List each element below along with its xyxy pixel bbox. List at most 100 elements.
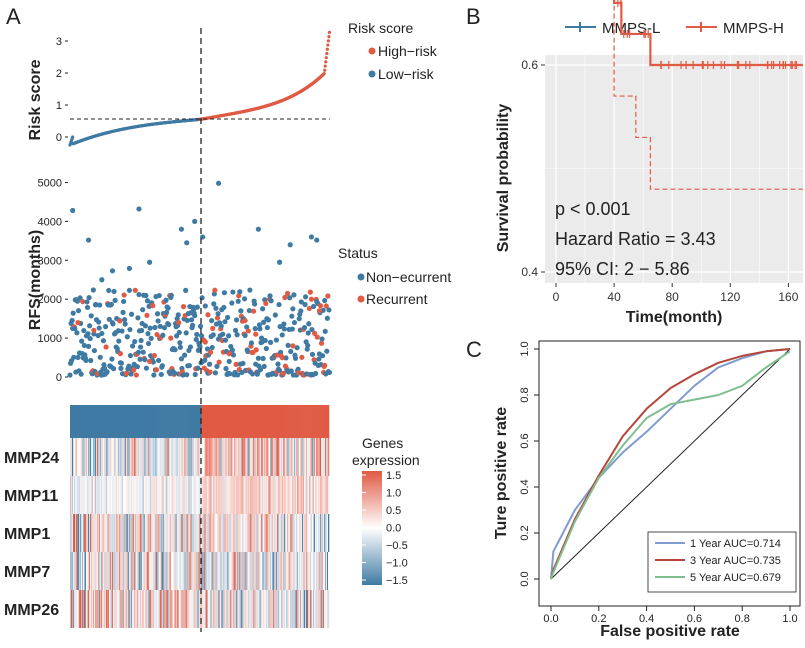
rfs-point-non-recurrent bbox=[241, 296, 248, 302]
heatmap-cell bbox=[254, 552, 256, 590]
heatmap-cell bbox=[236, 514, 238, 552]
heatmap-risk-band-cell bbox=[258, 405, 260, 438]
heatmap-cell bbox=[286, 514, 288, 552]
heatmap-cell bbox=[277, 438, 279, 476]
heatmap-cell bbox=[157, 590, 159, 628]
heatmap-cell bbox=[191, 476, 193, 514]
heatmap-cell bbox=[185, 552, 187, 590]
heatmap-cell bbox=[177, 590, 179, 628]
heatmap-cell bbox=[140, 590, 143, 628]
heatmap-cell bbox=[133, 552, 136, 590]
heatmap-cell bbox=[152, 438, 154, 476]
heatmap-cell bbox=[116, 590, 119, 628]
heatmap-cell bbox=[86, 476, 89, 514]
rfs-point-recurrent bbox=[306, 305, 312, 312]
rfs-point-recurrent bbox=[322, 362, 328, 368]
heatmap-cell bbox=[326, 590, 328, 628]
heatmap-risk-band-cell bbox=[285, 405, 287, 438]
heatmap-cell bbox=[297, 514, 299, 552]
heatmap-cell bbox=[327, 438, 329, 476]
heatmap-cell bbox=[241, 438, 243, 476]
heatmap-cell bbox=[192, 438, 194, 476]
rfs-point-non-recurrent bbox=[178, 356, 185, 362]
rfs-point-recurrent bbox=[150, 303, 156, 309]
heatmap-cell bbox=[81, 552, 84, 590]
heatmap-cell bbox=[180, 514, 182, 552]
heatmap-cell bbox=[116, 552, 119, 590]
heatmap-cell bbox=[257, 590, 259, 628]
heatmap-cell bbox=[268, 514, 270, 552]
heatmap-cell bbox=[306, 514, 308, 552]
heatmap-cell bbox=[86, 514, 89, 552]
heatmap-cell bbox=[229, 476, 231, 514]
heatmap-cell bbox=[252, 552, 254, 590]
heatmap-cell bbox=[90, 438, 93, 476]
heatmap-risk-band-cell bbox=[257, 405, 259, 438]
heatmap-cell bbox=[171, 590, 173, 628]
heatmap-cell bbox=[300, 438, 302, 476]
heatmap-cell bbox=[172, 590, 174, 628]
heatmap-risk-band-cell bbox=[220, 405, 222, 438]
heatmap-cell bbox=[276, 476, 278, 514]
heatmap-cell bbox=[316, 438, 318, 476]
heatmap-cell bbox=[118, 590, 121, 628]
heatmap-cell bbox=[261, 438, 263, 476]
heatmap-cell bbox=[265, 514, 267, 552]
heatmap-cell bbox=[154, 552, 156, 590]
rfs-point-non-recurrent bbox=[272, 312, 278, 318]
heatmap-cell bbox=[154, 438, 156, 476]
heatmap-cell bbox=[218, 514, 220, 552]
rfs-point-non-recurrent bbox=[109, 268, 116, 274]
heatmap-cell bbox=[119, 438, 122, 476]
heatmap-cell bbox=[78, 552, 81, 590]
rfs-point-non-recurrent bbox=[99, 330, 105, 337]
heatmap-cell bbox=[256, 476, 258, 514]
heatmap-cell bbox=[168, 438, 170, 476]
rfs-point-non-recurrent bbox=[86, 294, 92, 301]
heatmap-cell bbox=[236, 552, 238, 590]
heatmap-cell bbox=[261, 476, 263, 514]
heatmap-cell bbox=[145, 476, 148, 514]
heatmap-cell bbox=[96, 476, 99, 514]
rfs-point-non-recurrent bbox=[224, 314, 231, 321]
heatmap-cell bbox=[266, 514, 268, 552]
heatmap-cell bbox=[110, 514, 113, 552]
heatmap-cell bbox=[132, 590, 135, 628]
heatmap-risk-band-cell bbox=[236, 405, 238, 438]
heatmap-cell bbox=[122, 514, 125, 552]
heatmap-cell bbox=[91, 590, 94, 628]
rfs-tick-label: 0 bbox=[56, 372, 62, 384]
heatmap-cell bbox=[108, 438, 111, 476]
rfs-tick-label: 4000 bbox=[38, 216, 62, 228]
heatmap-cell bbox=[188, 476, 190, 514]
heatmap-cell bbox=[319, 476, 321, 514]
heatmap-risk-band-cell bbox=[247, 405, 249, 438]
heatmap-risk-band-cell bbox=[99, 405, 102, 438]
heatmap-cell bbox=[281, 552, 283, 590]
heatmap-cell bbox=[224, 476, 226, 514]
heatmap-cell bbox=[122, 552, 125, 590]
heatmap-cell bbox=[129, 552, 132, 590]
rfs-point-non-recurrent bbox=[275, 361, 281, 367]
rfs-point-non-recurrent bbox=[313, 370, 319, 377]
heatmap-cell bbox=[203, 438, 205, 476]
heatmap-cell bbox=[206, 590, 208, 628]
heatmap-cell bbox=[268, 552, 270, 590]
heatmap-cell bbox=[238, 476, 240, 514]
rfs-point-non-recurrent bbox=[100, 338, 107, 344]
heatmap-cell bbox=[174, 552, 176, 590]
heatmap-cell bbox=[283, 438, 285, 476]
rfs-point-non-recurrent bbox=[322, 297, 328, 304]
heatmap-risk-band-cell bbox=[85, 405, 88, 438]
heatmap-cell bbox=[185, 438, 187, 476]
heatmap-risk-band-cell bbox=[87, 405, 90, 438]
heatmap-cell bbox=[290, 552, 292, 590]
heatmap-cell bbox=[283, 514, 285, 552]
rfs-point-recurrent bbox=[117, 351, 124, 357]
heatmap-cell bbox=[86, 438, 89, 476]
heatmap-cell bbox=[128, 476, 131, 514]
heatmap-cell bbox=[263, 514, 265, 552]
rfs-point-non-recurrent bbox=[85, 343, 92, 349]
heatmap-cell bbox=[298, 514, 300, 552]
